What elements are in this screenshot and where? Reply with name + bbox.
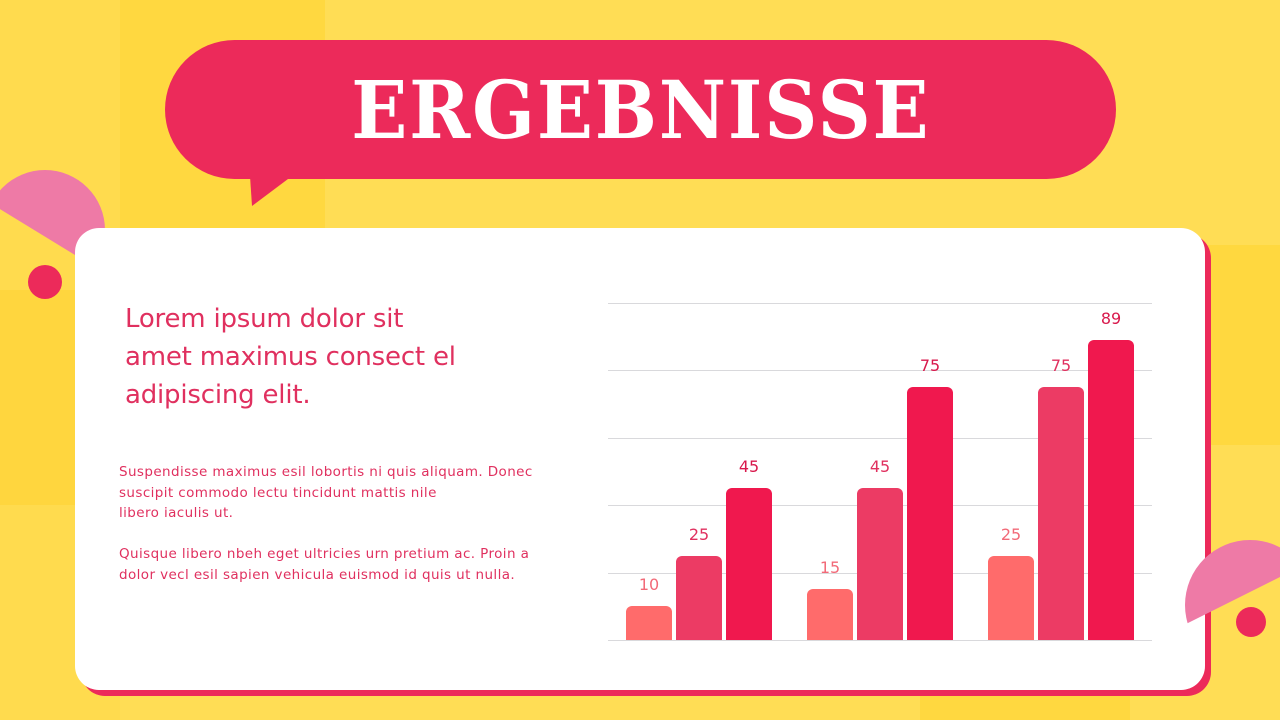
bar-value-label: 25 bbox=[688, 524, 710, 544]
bar-chart: 10 25 45 15 45 75 25 75 89 bbox=[608, 303, 1152, 641]
background-block bbox=[0, 290, 75, 505]
bar bbox=[1038, 387, 1084, 640]
bar-value-label: 89 bbox=[1100, 309, 1122, 329]
headline-line: amet maximus consect el bbox=[125, 342, 456, 372]
title-banner: ERGEBNISSE bbox=[165, 40, 1116, 179]
bar bbox=[676, 555, 722, 640]
background-block bbox=[1205, 245, 1280, 445]
paragraph-line: Suspendisse maximus esil lobortis ni qui… bbox=[119, 464, 533, 480]
bar bbox=[1088, 340, 1134, 640]
bar bbox=[857, 488, 903, 640]
bar-value-label: 25 bbox=[1000, 524, 1022, 544]
bar bbox=[807, 589, 853, 640]
slide-title: ERGEBNISSE bbox=[350, 62, 931, 157]
headline-line: Lorem ipsum dolor sit bbox=[125, 304, 404, 334]
gridline bbox=[608, 370, 1152, 372]
gridline bbox=[608, 303, 1152, 304]
gridline bbox=[608, 640, 1152, 641]
decorative-dot bbox=[28, 265, 62, 299]
paragraph-line: suscipit commodo lectu tincidunt mattis … bbox=[119, 484, 437, 501]
bar bbox=[626, 606, 672, 640]
decorative-dot bbox=[1236, 607, 1266, 637]
bar-value-label: 45 bbox=[869, 457, 891, 477]
speech-bubble-tail bbox=[250, 176, 292, 206]
gridline bbox=[608, 437, 1152, 439]
bar-value-label: 75 bbox=[1050, 356, 1072, 376]
bar bbox=[726, 488, 772, 640]
bar-value-label: 75 bbox=[919, 356, 941, 376]
bar bbox=[907, 387, 953, 640]
paragraph-line: Quisque libero nbeh eget ultricies urn p… bbox=[119, 546, 530, 562]
bar bbox=[988, 555, 1034, 640]
bar-value-label: 15 bbox=[819, 558, 841, 578]
headline: Lorem ipsum dolor sit amet maximus conse… bbox=[125, 300, 525, 414]
headline-line: adipiscing elit. bbox=[125, 380, 311, 410]
bar-value-label: 45 bbox=[738, 457, 760, 477]
paragraph-line: libero iaculis ut. bbox=[119, 505, 234, 522]
paragraph-2: Quisque libero nbeh eget ultricies urn p… bbox=[119, 544, 569, 585]
paragraph-1: Suspendisse maximus esil lobortis ni qui… bbox=[119, 462, 569, 524]
bar-value-label: 10 bbox=[638, 575, 660, 595]
paragraph-line: dolor vecl esil sapien vehicula euismod … bbox=[119, 566, 516, 583]
